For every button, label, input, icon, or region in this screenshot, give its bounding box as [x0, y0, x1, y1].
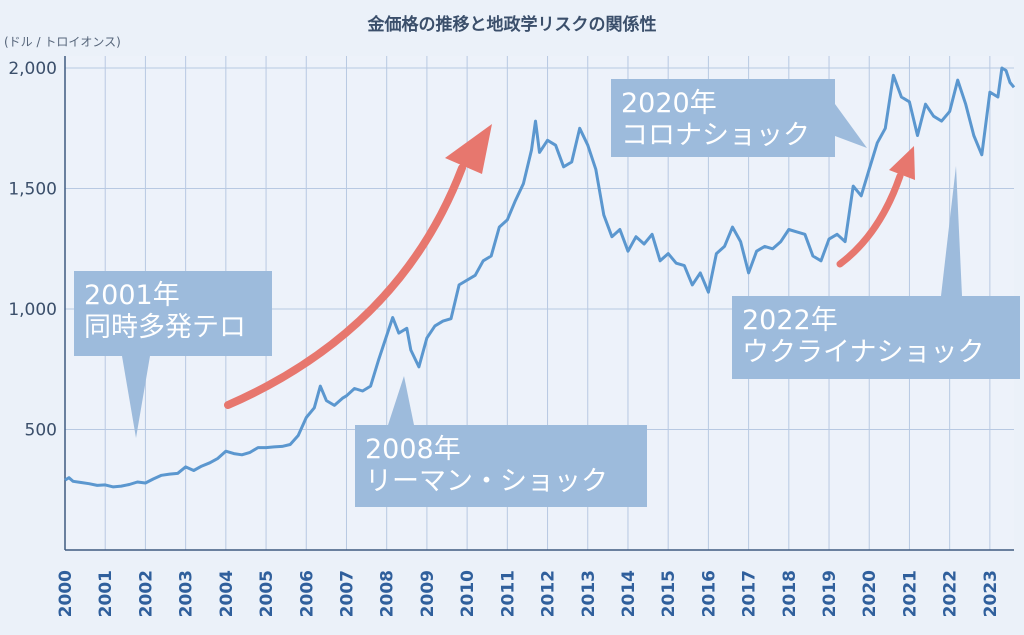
callout-text: コロナショック: [621, 120, 810, 151]
callout-text: 同時多発テロ: [84, 312, 246, 343]
x-tick-label: 2007: [337, 570, 357, 617]
x-tick-label: 2000: [56, 570, 76, 617]
callout-background: [74, 271, 272, 356]
callout-background: [355, 425, 647, 507]
x-tick-label: 2023: [981, 570, 1001, 617]
callout-text: 2022年: [742, 305, 838, 336]
callout-pointer: [122, 356, 150, 438]
x-tick-label: 2013: [579, 570, 599, 617]
x-tick-label: 2016: [699, 570, 719, 617]
callout-text: 2008年: [365, 434, 461, 465]
x-tick-label: 2010: [458, 570, 478, 617]
callout-text: リーマン・ショック: [365, 466, 608, 497]
x-tick-label: 2001: [96, 570, 116, 617]
y-axis-ticks: 500 1,000 1,500 2,000: [8, 59, 57, 440]
y-tick-label: 500: [25, 421, 57, 441]
callout-pointer: [941, 166, 962, 296]
x-tick-label: 2018: [780, 570, 800, 617]
x-tick-label: 2011: [498, 570, 518, 617]
chart-title: 金価格の推移と地政学リスクの関係性: [367, 14, 657, 35]
trend-arrow-1-shaft: [224, 164, 466, 409]
x-tick-label: 2015: [659, 570, 679, 617]
callout-text: 2020年: [621, 88, 717, 119]
trend-arrow-2-head: [889, 146, 915, 180]
x-tick-label: 2021: [900, 570, 920, 617]
x-axis-ticks: 2000 2001 2002 2003 2004 2005 2006 2007 2008 2009…: [56, 570, 1001, 617]
x-tick-label: 2003: [177, 570, 197, 617]
trend-arrows: [224, 124, 915, 409]
price-line: [64, 66, 1016, 489]
x-tick-label: 2020: [860, 570, 880, 617]
event-callouts: 2001年同時多発テロ2008年リーマン・ショック2020年コロナショック202…: [74, 79, 1020, 507]
price-series: [64, 66, 1016, 489]
y-tick-label: 1,500: [8, 180, 57, 200]
callout-pointer: [835, 104, 867, 148]
x-tick-label: 2009: [418, 570, 438, 617]
callout-pointer: [388, 376, 414, 425]
x-tick-label: 2017: [740, 570, 760, 617]
x-tick-label: 2022: [941, 570, 961, 617]
x-tick-label: 2005: [257, 570, 277, 617]
x-tick-label: 2002: [136, 570, 156, 617]
callout-background: [732, 296, 1020, 379]
x-tick-label: 2019: [820, 570, 840, 617]
y-tick-label: 1,000: [8, 300, 57, 320]
y-tick-label: 2,000: [8, 59, 57, 79]
x-tick-label: 2008: [378, 570, 398, 617]
y-axis-unit-label: (ドル / トロイオンス): [4, 35, 121, 49]
x-tick-label: 2006: [297, 570, 317, 617]
x-tick-label: 2012: [539, 570, 559, 617]
trend-arrow-1-head: [445, 124, 492, 174]
callout-text: 2001年: [84, 280, 180, 311]
x-tick-label: 2004: [217, 570, 237, 617]
x-tick-label: 2014: [619, 570, 639, 617]
callout-background: [611, 79, 835, 157]
trend-arrow-2-shaft: [836, 172, 904, 268]
callout-text: ウクライナショック: [742, 337, 984, 368]
